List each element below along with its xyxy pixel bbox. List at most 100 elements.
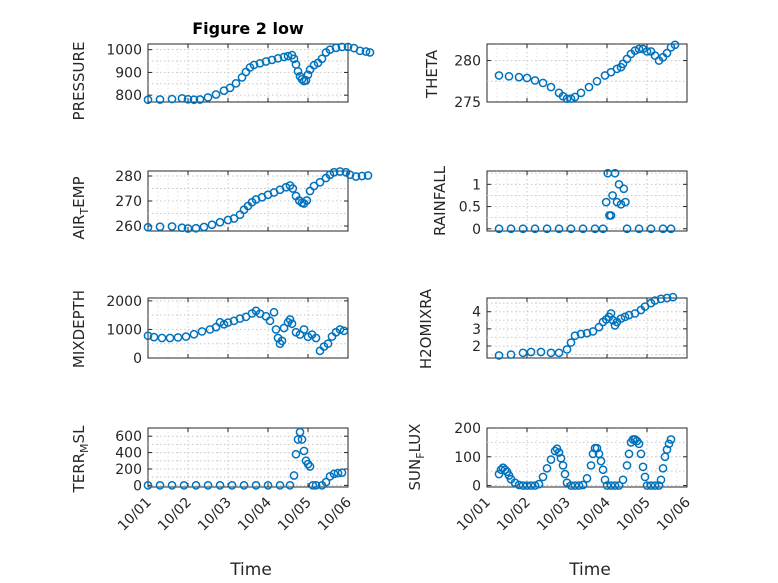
subplot-5: 0 1000 2000 MIXDEPTH bbox=[70, 290, 349, 368]
data-point bbox=[546, 455, 556, 465]
data-point bbox=[361, 47, 371, 56]
data-point bbox=[542, 463, 552, 473]
data-point bbox=[177, 223, 187, 233]
data-point bbox=[299, 446, 309, 456]
data-point bbox=[155, 481, 165, 490]
data-point bbox=[143, 481, 153, 490]
data-point bbox=[592, 443, 602, 453]
y-tick-label: 0 bbox=[472, 479, 481, 495]
data-point bbox=[494, 71, 504, 80]
data-point bbox=[363, 171, 373, 180]
data-point bbox=[189, 95, 199, 105]
y-tick-label: 1000 bbox=[106, 43, 142, 59]
data-point bbox=[608, 315, 618, 325]
data-point bbox=[299, 325, 309, 334]
data-point bbox=[251, 481, 261, 490]
data-point bbox=[333, 468, 343, 478]
x-tick-label: 10/03 bbox=[534, 495, 574, 535]
data-point bbox=[339, 326, 349, 336]
data-point bbox=[558, 461, 568, 470]
data-point bbox=[285, 315, 295, 324]
data-point bbox=[271, 325, 281, 334]
data-point bbox=[231, 78, 241, 88]
data-point bbox=[291, 449, 301, 459]
data-point bbox=[610, 168, 620, 178]
data-point bbox=[670, 40, 680, 50]
data-point bbox=[191, 481, 201, 490]
data-point bbox=[288, 184, 298, 193]
data-point bbox=[173, 333, 183, 342]
data-point bbox=[179, 481, 189, 490]
data-point bbox=[634, 44, 644, 54]
axes-box-5 bbox=[147, 297, 349, 359]
data-point bbox=[167, 481, 177, 490]
data-point bbox=[586, 461, 596, 470]
data-point bbox=[197, 327, 207, 336]
data-point bbox=[619, 184, 629, 194]
subplot-2: 275 280 THETA bbox=[423, 40, 688, 111]
data-point bbox=[554, 448, 564, 457]
data-point bbox=[622, 224, 632, 234]
y-axis-label-2: THETA bbox=[423, 49, 441, 99]
data-point bbox=[642, 481, 652, 490]
data-point bbox=[500, 465, 510, 475]
data-point bbox=[554, 224, 564, 234]
data-point bbox=[650, 296, 660, 305]
data-point bbox=[227, 481, 237, 490]
x-tick-label: 10/04 bbox=[574, 494, 614, 534]
data-point bbox=[650, 481, 660, 490]
data-point bbox=[514, 72, 524, 82]
x-tick-label: 10/04 bbox=[235, 494, 275, 534]
data-point bbox=[598, 224, 608, 234]
y-axis-label-5: MIXDEPTH bbox=[70, 290, 88, 368]
data-point bbox=[554, 348, 564, 358]
data-point bbox=[601, 197, 611, 207]
data-point bbox=[642, 47, 652, 56]
data-point bbox=[526, 347, 536, 357]
data-point bbox=[518, 348, 528, 358]
data-point bbox=[365, 48, 375, 57]
data-point bbox=[289, 54, 299, 64]
data-point bbox=[622, 461, 632, 470]
data-point bbox=[329, 469, 339, 479]
y-tick-label: 800 bbox=[115, 88, 142, 104]
data-point bbox=[634, 439, 644, 449]
subplot-4: 0 0.5 1 RAINFALL bbox=[431, 165, 688, 238]
data-point bbox=[315, 177, 325, 187]
data-point bbox=[606, 481, 616, 490]
data-point bbox=[239, 481, 249, 490]
data-point bbox=[219, 319, 229, 329]
data-point bbox=[329, 167, 339, 177]
data-point bbox=[249, 60, 259, 70]
data-point bbox=[504, 71, 514, 81]
data-point bbox=[143, 331, 153, 341]
data-point bbox=[634, 224, 644, 234]
data-point bbox=[335, 167, 345, 176]
data-point bbox=[576, 329, 586, 339]
data-point bbox=[273, 53, 283, 63]
data-point bbox=[664, 439, 674, 449]
data-point bbox=[538, 78, 548, 88]
data-point bbox=[616, 314, 626, 323]
data-point bbox=[656, 294, 666, 304]
data-point bbox=[592, 76, 602, 86]
data-point bbox=[538, 472, 548, 482]
data-point bbox=[620, 312, 630, 322]
data-point bbox=[536, 347, 546, 357]
data-point bbox=[566, 224, 576, 234]
data-point bbox=[494, 351, 504, 360]
data-point bbox=[157, 333, 167, 343]
data-point bbox=[542, 224, 552, 234]
y-tick-label: 280 bbox=[454, 54, 481, 70]
data-point bbox=[574, 481, 584, 490]
data-point bbox=[345, 170, 355, 180]
data-point bbox=[624, 310, 634, 320]
data-point bbox=[297, 74, 307, 84]
data-point bbox=[600, 475, 610, 485]
data-point bbox=[646, 481, 656, 490]
y-tick-label: 200 bbox=[115, 462, 142, 478]
data-point bbox=[203, 93, 213, 102]
data-point bbox=[566, 94, 576, 104]
